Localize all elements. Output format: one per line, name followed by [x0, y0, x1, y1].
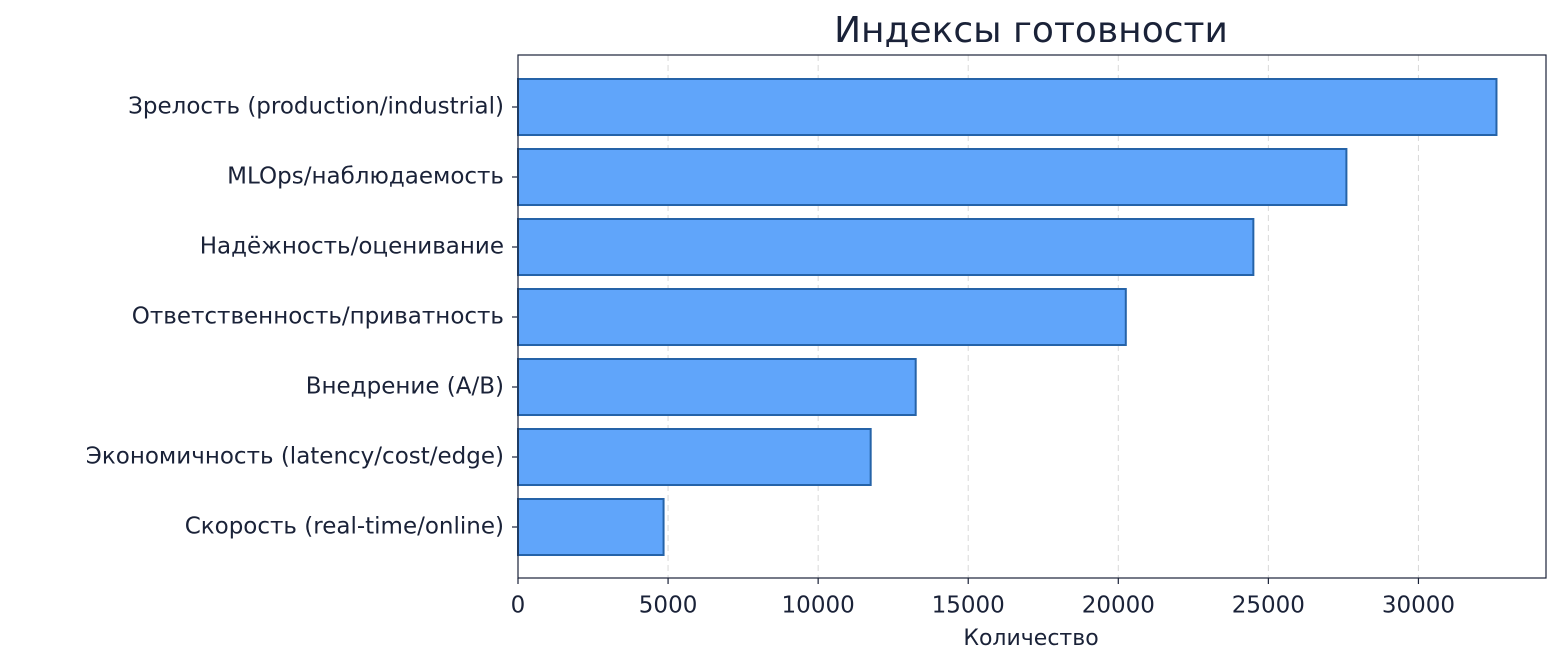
plot-frame — [517, 54, 1547, 579]
x-tick-label: 30000 — [1382, 593, 1455, 619]
bar — [517, 498, 665, 556]
y-tick-label: Скорость (real-time/online) — [185, 514, 504, 540]
x-axis-label: Количество — [963, 626, 1098, 651]
bar — [517, 288, 1127, 346]
x-tick-label: 0 — [511, 593, 526, 619]
chart-title: Индексы готовности — [834, 10, 1228, 51]
x-tick-label: 25000 — [1232, 593, 1305, 619]
bar — [517, 148, 1348, 206]
y-tick-label: Надёжность/оценивание — [200, 234, 504, 260]
x-tick-label: 20000 — [1082, 593, 1155, 619]
x-tick-label: 10000 — [782, 593, 855, 619]
bar — [517, 78, 1498, 136]
x-tick-label: 5000 — [639, 593, 698, 619]
bar — [517, 358, 917, 416]
x-tick-label: 15000 — [932, 593, 1005, 619]
bar — [517, 218, 1255, 276]
y-tick-label: MLOps/наблюдаемость — [227, 164, 504, 190]
y-tick-label: Экономичность (latency/cost/edge) — [86, 444, 504, 470]
y-tick-label: Ответственность/приватность — [132, 304, 504, 330]
bar — [517, 428, 872, 486]
y-tick-label: Внедрение (A/B) — [306, 374, 504, 400]
y-tick-label: Зрелость (production/industrial) — [128, 94, 504, 120]
